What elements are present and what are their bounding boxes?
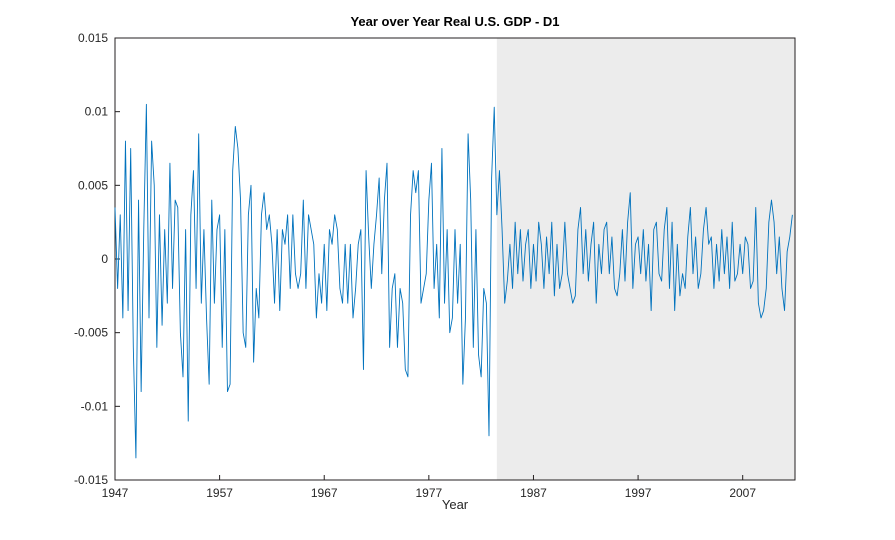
y-tick-label: -0.01: [81, 399, 109, 413]
x-axis-label: Year: [441, 497, 469, 512]
y-tick-label: 0.015: [78, 31, 108, 45]
y-tick-label: -0.015: [74, 473, 108, 487]
chart-title: Year over Year Real U.S. GDP - D1: [350, 14, 560, 29]
x-tick-label: 1957: [206, 486, 233, 500]
y-tick-label: 0.005: [78, 178, 108, 192]
x-tick-label: 1967: [311, 486, 338, 500]
shaded-region: [496, 38, 795, 480]
y-tick-label: 0.01: [85, 105, 109, 119]
y-tick-label: -0.005: [74, 326, 108, 340]
x-tick-label: 1997: [625, 486, 652, 500]
x-tick-label: 1947: [102, 486, 129, 500]
x-tick-label: 1977: [415, 486, 442, 500]
y-tick-label: 0: [101, 252, 108, 266]
x-tick-label: 1987: [520, 486, 547, 500]
x-tick-label: 2007: [729, 486, 756, 500]
series-line: [114, 103, 793, 459]
